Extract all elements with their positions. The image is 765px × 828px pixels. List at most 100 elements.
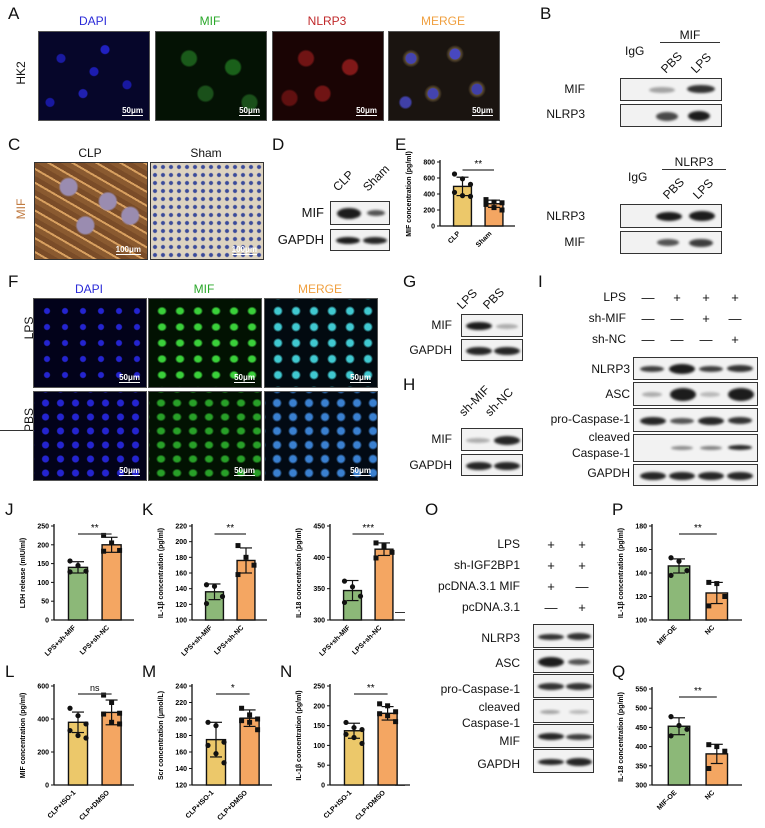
- micrograph-f-lps-merge: 50μm: [264, 298, 378, 388]
- blot-row-label: GAPDH: [587, 466, 630, 480]
- data-point: [722, 594, 728, 599]
- blot-row-label: GAPDH: [477, 757, 520, 771]
- blot-row-label: GAPDH: [409, 343, 452, 357]
- row-label-hk2: HK2: [14, 61, 28, 85]
- channel-label-mif: MIF: [193, 282, 215, 296]
- x-tick-label: CLP+ISO-1: [47, 789, 78, 820]
- chart-k-il18: IL-18 concentration (pg/ml) 300 350 400 450 L…: [296, 523, 405, 658]
- condition-mark: +: [547, 558, 555, 573]
- condition-mark: +: [547, 579, 555, 594]
- y-tick-label: 100: [37, 580, 49, 587]
- y-axis-label: LDH release (mIU/ml): [20, 538, 27, 608]
- panel-letter-f: F: [8, 272, 19, 291]
- data-point: [67, 569, 73, 575]
- chart-body: IL-1β concentration (pg/ml) 100 120 140 160 1…: [158, 523, 267, 658]
- condition-label: sh-NC: [591, 332, 626, 346]
- data-point: [213, 751, 219, 757]
- y-tick-label: 140: [175, 586, 187, 593]
- y-tick-label: 240: [175, 684, 187, 691]
- data-point: [668, 555, 674, 561]
- blot-h-mif: [461, 428, 523, 451]
- data-point: [247, 719, 253, 725]
- x-tick-label: LPS+sh-NC: [213, 624, 245, 656]
- data-point: [377, 711, 383, 717]
- blot-row-label: GAPDH: [409, 458, 452, 472]
- condition-label: pcDNA.3.1 MIF: [437, 579, 520, 593]
- data-point: [459, 193, 466, 199]
- significance-marker: *: [231, 683, 235, 694]
- divider-line: [395, 612, 405, 613]
- panel-letter-c: C: [8, 135, 21, 154]
- data-point: [221, 760, 227, 766]
- chart-m: Scr concentration (μmol/L) 120 140 160 180 20…: [158, 683, 272, 822]
- blot-b-nlrp3-ip: [620, 204, 722, 228]
- significance-marker: **: [694, 686, 702, 697]
- x-tick-label: CLP: [447, 230, 462, 245]
- y-tick-label: 300: [635, 783, 647, 790]
- data-point: [351, 734, 357, 741]
- data-point: [101, 692, 107, 698]
- y-tick-label: 140: [635, 571, 647, 578]
- blot-o-mif: [533, 724, 594, 748]
- blot-row-label: MIF: [431, 318, 452, 332]
- bar: [101, 544, 122, 621]
- data-point: [341, 578, 348, 584]
- x-tick-label: NC: [704, 624, 716, 636]
- y-tick-label: 200: [423, 208, 435, 215]
- x-tick-label: LPS+sh-NC: [351, 624, 383, 656]
- significance-marker: **: [694, 523, 702, 534]
- y-tick-label: 200: [175, 539, 187, 546]
- ip-label-mif: MIF: [679, 28, 701, 42]
- data-point: [385, 713, 391, 719]
- data-point: [205, 719, 211, 725]
- scale-bar: 100μm: [115, 245, 141, 255]
- panel-letter-j: J: [5, 500, 14, 519]
- data-point: [349, 584, 356, 590]
- x-tick-label: CLP+DMSO: [354, 789, 387, 822]
- scale-bar: 50μm: [472, 106, 493, 116]
- y-tick-label: 150: [37, 561, 49, 568]
- chart-body: MIF concentration (pg/ml) 0 200 400 600 CLP+I…: [20, 683, 134, 822]
- data-point: [205, 742, 211, 748]
- panel-letter-d: D: [272, 135, 285, 154]
- data-point: [203, 582, 210, 588]
- data-point: [109, 700, 115, 705]
- micrograph-f-lps-mif: 50μm: [148, 298, 262, 388]
- y-tick-label: 100: [635, 618, 647, 625]
- scale-bar: 50μm: [234, 466, 255, 476]
- x-tick-label: CLP+DMSO: [78, 789, 111, 822]
- panel-letter-a: A: [8, 4, 20, 23]
- condition-mark: +: [731, 332, 739, 347]
- divider-line: [395, 785, 405, 786]
- data-point: [67, 727, 73, 734]
- y-tick-label: 0: [321, 783, 325, 790]
- data-point: [247, 712, 253, 718]
- channel-label-dapi: DAPI: [78, 14, 107, 28]
- divider-line: [0, 430, 30, 431]
- data-point: [101, 532, 107, 538]
- data-point: [213, 723, 219, 729]
- blot-row-label: pro-Caspase-1: [550, 412, 630, 426]
- data-point: [109, 719, 115, 725]
- data-point: [117, 547, 123, 553]
- chart-body: Scr concentration (μmol/L) 120 140 160 180 20…: [158, 683, 272, 822]
- lane-label: PBS: [480, 285, 507, 312]
- scale-bar: 50μm: [356, 106, 377, 116]
- y-axis-label: Scr concentration (μmol/L): [158, 691, 165, 780]
- data-point: [359, 740, 365, 747]
- y-tick-label: 600: [37, 684, 49, 691]
- significance-marker: **: [91, 523, 99, 534]
- data-point: [491, 199, 497, 205]
- condition-label: pcDNA.3.1: [461, 600, 520, 614]
- y-tick-label: 120: [175, 783, 187, 790]
- data-point: [221, 739, 227, 745]
- igg-label: IgG: [625, 44, 645, 58]
- data-point: [75, 713, 81, 719]
- condition-mark: +: [578, 537, 586, 552]
- x-tick-label: LPS+sh-MIF: [44, 624, 78, 658]
- data-point: [75, 562, 81, 569]
- blot-b-mif: [620, 78, 722, 101]
- data-point: [203, 600, 210, 607]
- data-point: [684, 726, 690, 732]
- scale-bar: 50μm: [122, 106, 143, 116]
